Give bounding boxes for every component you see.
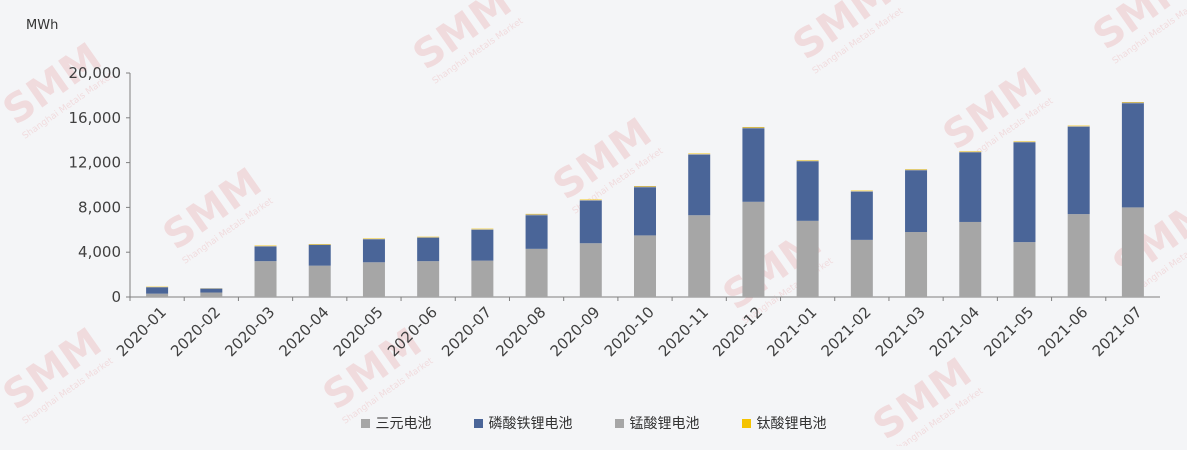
legend: 三元电池 磷酸铁锂电池 锰酸锂电池 钛酸锂电池 <box>0 412 1187 434</box>
bar-segment <box>742 128 764 201</box>
bar-segment <box>580 201 602 244</box>
bar-segment <box>1068 214 1090 297</box>
x-tick-label: 2021-06 <box>1034 303 1091 360</box>
y-tick-label: 8,000 <box>78 198 121 216</box>
bar-segment <box>1122 207 1144 297</box>
legend-item: 锰酸锂电池 <box>615 413 700 433</box>
legend-swatch <box>615 419 624 428</box>
svg-text:SMM: SMM <box>785 0 900 69</box>
bar-segment <box>255 247 277 262</box>
bar-segment <box>526 249 548 297</box>
bar-segment <box>797 221 819 297</box>
legend-label: 磷酸铁锂电池 <box>489 413 573 433</box>
bar-segment <box>363 239 385 262</box>
legend-label: 三元电池 <box>376 413 432 433</box>
bar-segment <box>634 235 656 297</box>
bar-segment <box>851 192 873 240</box>
y-unit-label: MWh <box>26 18 58 33</box>
y-tick-label: 20,000 <box>69 64 122 82</box>
bar-segment <box>1013 142 1035 143</box>
x-tick-label: 2021-03 <box>872 303 929 360</box>
bar-segment <box>688 155 710 215</box>
x-tick-label: 2020-03 <box>221 303 278 360</box>
bar-segment <box>1013 242 1035 297</box>
bar-segment <box>255 261 277 297</box>
bar-segment <box>959 222 981 297</box>
bar-segment <box>200 293 222 297</box>
x-tick-label: 2021-05 <box>980 303 1037 360</box>
bar-segment <box>1122 102 1144 103</box>
bar-segment <box>742 202 764 297</box>
legend-item: 三元电池 <box>361 413 432 433</box>
x-tick-label: 2021-02 <box>818 303 875 360</box>
y-tick-label: 4,000 <box>78 243 121 261</box>
x-tick-label: 2020-09 <box>547 303 604 360</box>
bar-segment <box>905 232 927 297</box>
bar-segment <box>1013 142 1035 242</box>
legend-swatch <box>361 419 370 428</box>
bar-segment <box>851 240 873 297</box>
bar-segment <box>146 287 168 293</box>
y-tick-label: 0 <box>111 288 121 306</box>
y-tick-label: 12,000 <box>69 154 122 172</box>
x-tick-labels: 2020-012020-022020-032020-042020-052020-… <box>113 297 1146 360</box>
bar-segment <box>688 215 710 297</box>
x-tick-label: 2020-10 <box>601 303 658 360</box>
bar-segment <box>471 230 493 261</box>
legend-label: 钛酸锂电池 <box>757 413 827 433</box>
bar-segment <box>471 261 493 297</box>
bar-segment <box>1068 126 1090 127</box>
bar-segment <box>905 170 927 171</box>
x-tick-label: 2020-08 <box>492 303 549 360</box>
bar-segment <box>580 200 602 201</box>
x-tick-label: 2020-07 <box>438 303 495 360</box>
legend-item: 钛酸锂电池 <box>742 413 827 433</box>
bar-segment <box>959 153 981 222</box>
svg-text:SMM: SMM <box>1105 189 1187 289</box>
bar-segment <box>255 246 277 247</box>
bar-segment <box>959 152 981 153</box>
x-tick-label: 2020-01 <box>113 303 170 360</box>
bar-segment <box>417 261 439 297</box>
bar-segment <box>634 187 656 235</box>
legend-label: 锰酸锂电池 <box>630 413 700 433</box>
bar-segment <box>309 266 331 297</box>
x-tick-label: 2020-04 <box>276 303 333 360</box>
x-tick-label: 2021-01 <box>763 303 820 360</box>
bar-segment <box>742 127 764 128</box>
bar-segment <box>417 238 439 262</box>
bar-segment <box>851 191 873 192</box>
bar-segment <box>905 170 927 232</box>
x-tick-label: 2020-11 <box>655 303 712 360</box>
bar-segment <box>634 186 656 187</box>
bar-segment <box>797 161 819 162</box>
bar-segment <box>797 161 819 220</box>
legend-item: 磷酸铁锂电池 <box>474 413 573 433</box>
x-tick-label: 2021-07 <box>1089 303 1146 360</box>
bar-segment <box>526 214 548 215</box>
bar-segment <box>200 289 222 293</box>
bar-segment <box>742 128 764 129</box>
legend-swatch <box>742 419 751 428</box>
bar-segment <box>688 154 710 155</box>
bar-segment <box>580 243 602 297</box>
bar-segment <box>309 245 331 266</box>
bar-segment <box>526 215 548 249</box>
y-tick-label: 16,000 <box>69 109 122 127</box>
x-tick-label: 2020-02 <box>167 303 224 360</box>
bar-segment <box>363 262 385 297</box>
bar-segment <box>471 229 493 230</box>
bar-segment <box>146 294 168 297</box>
bar-segment <box>1122 103 1144 207</box>
legend-swatch <box>474 419 483 428</box>
bar-segment <box>1068 127 1090 214</box>
